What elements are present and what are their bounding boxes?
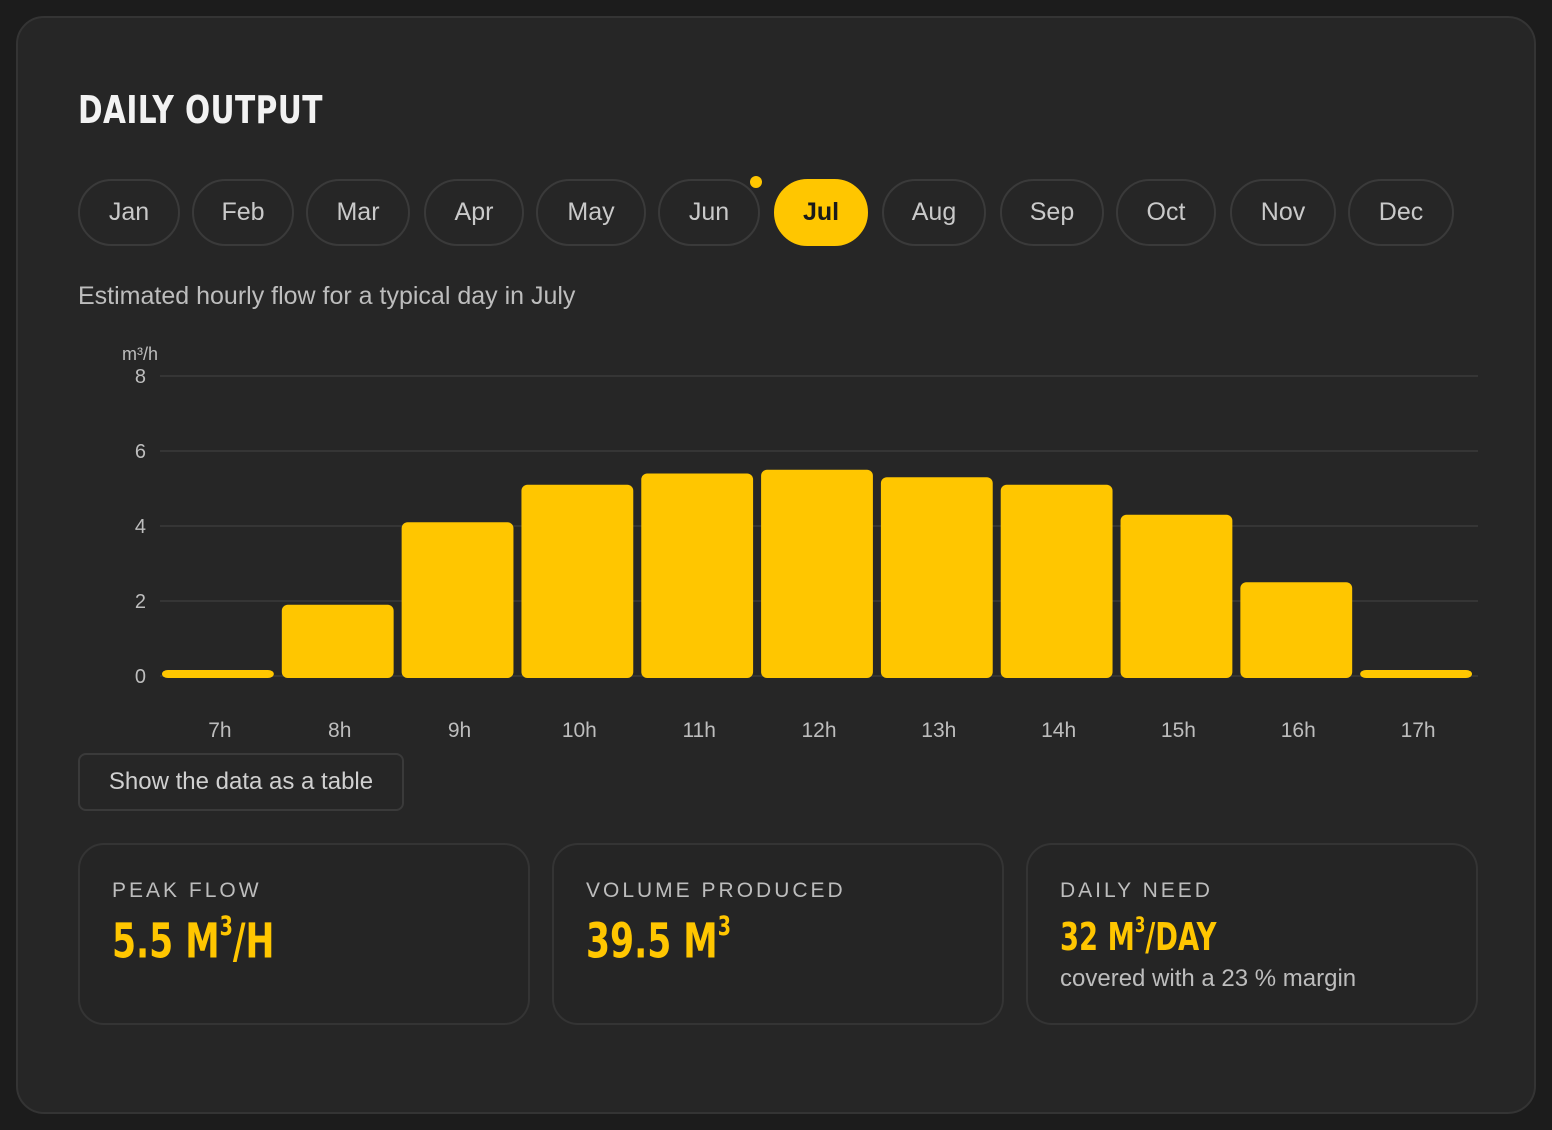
x-tick-label-8h: 8h bbox=[328, 719, 351, 740]
month-tab-apr[interactable]: Apr bbox=[424, 179, 524, 246]
stat-peak-flow: PEAK FLOW 5.5 M3/H bbox=[78, 843, 530, 1025]
y-tick-label-2: 2 bbox=[135, 591, 146, 613]
bar-chart-svg: m³/h 0 2 4 6 8 7h 8h 9h 10h 11h 12h 13h 14h 15h 16h 17h bbox=[122, 344, 1478, 740]
bar-11h bbox=[641, 473, 754, 678]
month-tab-jul[interactable]: Jul bbox=[774, 179, 868, 246]
bar-14h bbox=[1000, 484, 1113, 678]
show-table-button[interactable]: Show the data as a table bbox=[78, 753, 404, 811]
x-tick-label-7h: 7h bbox=[208, 719, 231, 740]
y-tick-label-6: 6 bbox=[135, 441, 146, 463]
month-tab-jun[interactable]: Jun bbox=[658, 179, 760, 246]
stat-daily-need: DAILY NEED 32 M3/DAY covered with a 23 %… bbox=[1026, 843, 1478, 1025]
stat-volume-produced: VOLUME PRODUCED 39.5 M3 bbox=[552, 843, 1004, 1025]
bar-7h bbox=[162, 670, 274, 678]
month-tab-mar[interactable]: Mar bbox=[306, 179, 410, 246]
x-tick-label-10h: 10h bbox=[562, 719, 597, 740]
bar-15h bbox=[1120, 514, 1233, 678]
stat-peak-flow-sup: 3 bbox=[219, 911, 233, 942]
month-tab-sep[interactable]: Sep bbox=[1000, 179, 1104, 246]
chart-subtitle: Estimated hourly flow for a typical day … bbox=[78, 282, 576, 310]
month-tab-feb[interactable]: Feb bbox=[192, 179, 294, 246]
bar-16h bbox=[1240, 582, 1353, 678]
stat-need-value: 32 M3/DAY bbox=[1060, 913, 1216, 959]
bar-12h bbox=[761, 469, 873, 678]
month-tab-oct[interactable]: Oct bbox=[1116, 179, 1216, 246]
x-tick-label-14h: 14h bbox=[1041, 719, 1076, 740]
stat-peak-flow-label: PEAK FLOW bbox=[112, 879, 262, 902]
x-tick-label-9h: 9h bbox=[448, 719, 471, 740]
month-tab-aug[interactable]: Aug bbox=[882, 179, 986, 246]
x-tick-label-15h: 15h bbox=[1161, 719, 1196, 740]
month-tab-dec[interactable]: Dec bbox=[1348, 179, 1454, 246]
x-tick-label-12h: 12h bbox=[801, 719, 836, 740]
hourly-flow-chart: m³/h 0 2 4 6 8 7h 8h 9h 10h 11h 12h 13h 14h 15h 16h 17h bbox=[98, 340, 1498, 740]
stat-need-number: 32 M bbox=[1060, 914, 1135, 959]
stat-peak-flow-suffix: /H bbox=[232, 913, 275, 970]
bar-9h bbox=[401, 522, 514, 678]
card-title: DAILY OUTPUT bbox=[78, 88, 323, 132]
stat-volume-label: VOLUME PRODUCED bbox=[586, 879, 846, 902]
bar-8h bbox=[281, 604, 394, 678]
y-tick-label-8: 8 bbox=[135, 366, 146, 388]
stat-volume-value: 39.5 M3 bbox=[586, 911, 731, 969]
stat-peak-flow-value: 5.5 M3/H bbox=[112, 911, 274, 969]
stat-volume-number: 39.5 M bbox=[586, 913, 718, 970]
month-tab-nov[interactable]: Nov bbox=[1230, 179, 1336, 246]
bar-13h bbox=[880, 477, 993, 678]
y-tick-label-0: 0 bbox=[135, 666, 146, 688]
stat-need-note: covered with a 23 % margin bbox=[1060, 965, 1357, 992]
month-indicator-dot bbox=[750, 176, 762, 188]
daily-output-card: DAILY OUTPUT Jan Feb Mar Apr May Jun Jul Aug Sep… bbox=[16, 16, 1536, 1114]
stat-need-suffix: /DAY bbox=[1145, 914, 1217, 959]
stat-need-sup: 3 bbox=[1134, 913, 1146, 937]
stat-need-label: DAILY NEED bbox=[1060, 879, 1213, 902]
x-tick-label-17h: 17h bbox=[1401, 719, 1436, 740]
y-axis-unit-label: m³/h bbox=[122, 344, 158, 364]
month-tab-may[interactable]: May bbox=[536, 179, 646, 246]
stat-volume-sup: 3 bbox=[717, 911, 731, 942]
y-tick-label-4: 4 bbox=[135, 516, 146, 538]
month-tab-jan[interactable]: Jan bbox=[78, 179, 180, 246]
x-tick-label-13h: 13h bbox=[921, 719, 956, 740]
bar-17h bbox=[1360, 670, 1472, 678]
bar-10h bbox=[521, 484, 634, 678]
x-tick-label-16h: 16h bbox=[1281, 719, 1316, 740]
stat-peak-flow-number: 5.5 M bbox=[112, 913, 220, 970]
x-tick-label-11h: 11h bbox=[682, 719, 715, 740]
